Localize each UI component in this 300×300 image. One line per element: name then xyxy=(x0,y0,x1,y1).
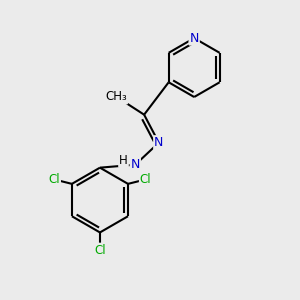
Text: Cl: Cl xyxy=(48,173,60,186)
Text: Cl: Cl xyxy=(94,244,106,256)
Text: Cl: Cl xyxy=(140,173,152,186)
Text: N: N xyxy=(130,158,140,171)
Text: H: H xyxy=(119,154,128,167)
Text: N: N xyxy=(154,136,164,149)
Text: CH₃: CH₃ xyxy=(105,91,127,103)
Text: N: N xyxy=(190,32,199,45)
